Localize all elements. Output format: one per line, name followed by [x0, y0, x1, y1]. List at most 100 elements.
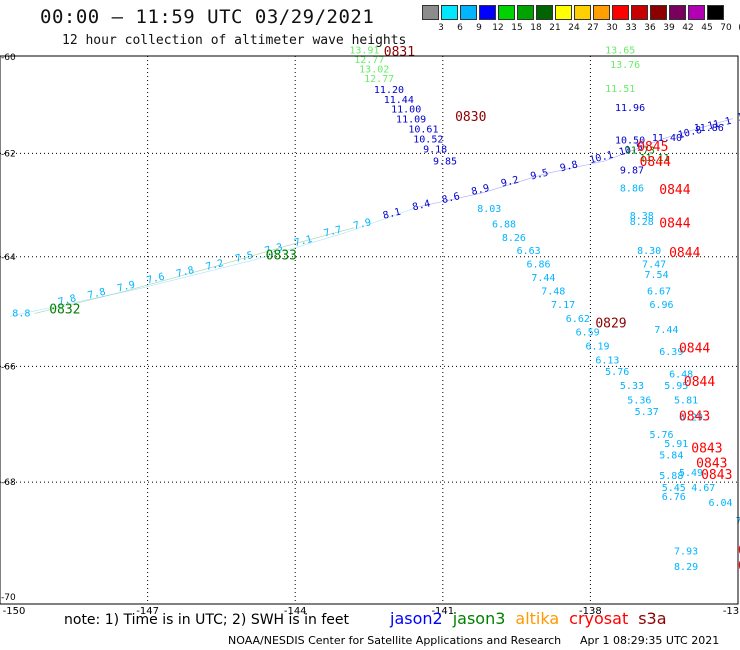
track-swh-label: 7.1 [293, 234, 313, 249]
lat-tick-label: -60 [1, 53, 16, 63]
swh-value-label: 9.18 [423, 144, 447, 155]
swh-value-label: 6.29 [679, 413, 703, 424]
lat-tick-label: -68 [1, 478, 16, 488]
swh-value-label: 5.33 [620, 381, 644, 392]
pass-time-label: 0844 [659, 217, 690, 232]
swh-value-label: 13.91 [349, 46, 379, 57]
legend-label: 15 [511, 23, 523, 33]
swh-value-label: 8.38 [630, 211, 654, 222]
track-swh-label: 8.9 [470, 183, 490, 198]
swh-value-label: 6.86 [526, 259, 550, 270]
swh-value-label: 12.77 [364, 74, 394, 85]
pass-time-label: 0843 [701, 468, 732, 483]
swh-value-label: 5.49 [679, 468, 703, 479]
swh-value-label: 11.73 [625, 145, 655, 156]
track-swh-label: 7.5 [234, 250, 254, 265]
swh-value-label: 5.37 [635, 407, 659, 418]
swh-value-label: 11.51 [605, 84, 635, 95]
legend-swatch [555, 5, 572, 20]
swh-value-label: 5.88 [659, 471, 683, 482]
swh-value-label: 5.91 [664, 439, 688, 450]
track-swh-label: 7.7 [323, 225, 343, 240]
swh-value-label: 11.20 [374, 85, 404, 96]
satellite-tracks [9, 118, 734, 317]
swh-value-label: 8.86 [620, 183, 644, 194]
satellite-name-altika: altika [515, 609, 560, 628]
lon-tick-label: -144 [284, 606, 307, 617]
map-subtitle: 12 hour collection of altimeter wave hei… [62, 33, 407, 48]
satellite-legend: jason2 jason3 altika cryosat s3a [390, 609, 677, 628]
swh-value-label: 8.26 [502, 233, 526, 244]
legend-swatch [517, 5, 534, 20]
wave-height-labels: 7.8 7.8 7.9 7.6 7.8 7.2 7.5 7.3 7.1 7.7 7.9 8.1 8.4 8… [12, 45, 740, 574]
legend-label: 9 [476, 23, 482, 33]
swh-value-label: 5.45 [662, 483, 686, 494]
legend-label: 33 [625, 23, 637, 33]
pass-time-label: 084 [738, 559, 740, 574]
pass-time-label: 0843 [696, 456, 727, 471]
generated-time: Apr 1 08:29:35 UTC 2021 [580, 634, 720, 647]
legend-label: 24 [568, 23, 580, 33]
track-swh-label: 9.2 [500, 175, 520, 190]
swh-value-label: 13.65 [605, 46, 635, 57]
pass-time-label: 0844 [679, 341, 710, 356]
swh-value-label: 7.44 [531, 273, 555, 284]
legend-label: 3 [438, 23, 444, 33]
map-frame [0, 55, 739, 605]
track-swh-label: 10.1 [588, 150, 614, 167]
lon-tick-label: -150 [3, 606, 26, 617]
pass-time-label: 0843 [679, 410, 710, 425]
swh-value-label: 8.03 [477, 204, 501, 215]
swh-value-label: 11.11 [640, 153, 670, 164]
lat-lon-grid [0, 56, 738, 604]
track-swh-label: 7.6 [146, 271, 166, 286]
credit-line: NOAA/NESDIS Center for Satellite Applica… [228, 634, 562, 647]
swh-value-label: 11.40 [652, 133, 682, 144]
satellite-name-jason2: jason2 [390, 609, 443, 628]
pass-time-label: 0833 [266, 248, 297, 263]
lon-tick-label: -13 [723, 606, 739, 617]
swh-value-label: 10.50 [615, 135, 645, 146]
swh-value-label: 6.67 [647, 286, 671, 297]
satellite-name-s3a: s3a [638, 609, 667, 628]
swh-value-label: 13.02 [359, 65, 389, 76]
track-swh-label: 7.8 [175, 265, 195, 280]
satellite-name-cryosat: cryosat [569, 609, 629, 628]
swh-value-label: 10.61 [408, 124, 438, 135]
swh-value-label: 5.95 [664, 381, 688, 392]
legend-swatch [479, 5, 496, 20]
legend-swatch [631, 5, 648, 20]
map-title: 00:00 – 11:59 UTC 03/29/2021 [40, 6, 375, 28]
swh-value-label: 6.63 [517, 246, 541, 257]
lat-tick-label: -62 [1, 149, 16, 159]
legend-swatch [422, 5, 439, 20]
track-swh-label: 8.1 [382, 207, 402, 222]
track-swh-label: 7.9 [116, 280, 136, 295]
legend-label: 30 [606, 23, 618, 33]
swh-value-label: 7.93 [674, 547, 698, 558]
track-swh-label: 7.8 [57, 293, 77, 308]
legend-swatch [669, 5, 686, 20]
lat-tick-label: -66 [1, 362, 16, 372]
pass-time-label: 0844 [684, 375, 715, 390]
legend-swatch [536, 5, 553, 20]
pass-time-label: 0844 [669, 246, 700, 261]
legend-swatch [574, 5, 591, 20]
swh-value-label: 5.84 [659, 450, 683, 461]
legend-swatch [498, 5, 515, 20]
footnote: note: 1) Time is in UTC; 2) SWH is in fe… [64, 612, 350, 628]
legend-label: 12 [492, 23, 504, 33]
swh-value-label: 6.39 [659, 347, 683, 358]
legend-swatch [441, 5, 458, 20]
pass-time-label: 0843 [691, 442, 722, 457]
swh-value-label: 6.76 [662, 492, 686, 503]
swh-value-label: 5.76 [605, 367, 629, 378]
swh-value-label: 6.88 [492, 220, 516, 231]
legend-label: 45 [701, 23, 713, 33]
swh-value-label: 11.96 [615, 103, 645, 114]
swh-value-label: 8.8 [12, 308, 30, 319]
track-swh-label: 7.9 [352, 217, 372, 232]
swh-value-label: 10.52 [413, 134, 443, 145]
track-swh-label: 8.4 [411, 198, 431, 213]
